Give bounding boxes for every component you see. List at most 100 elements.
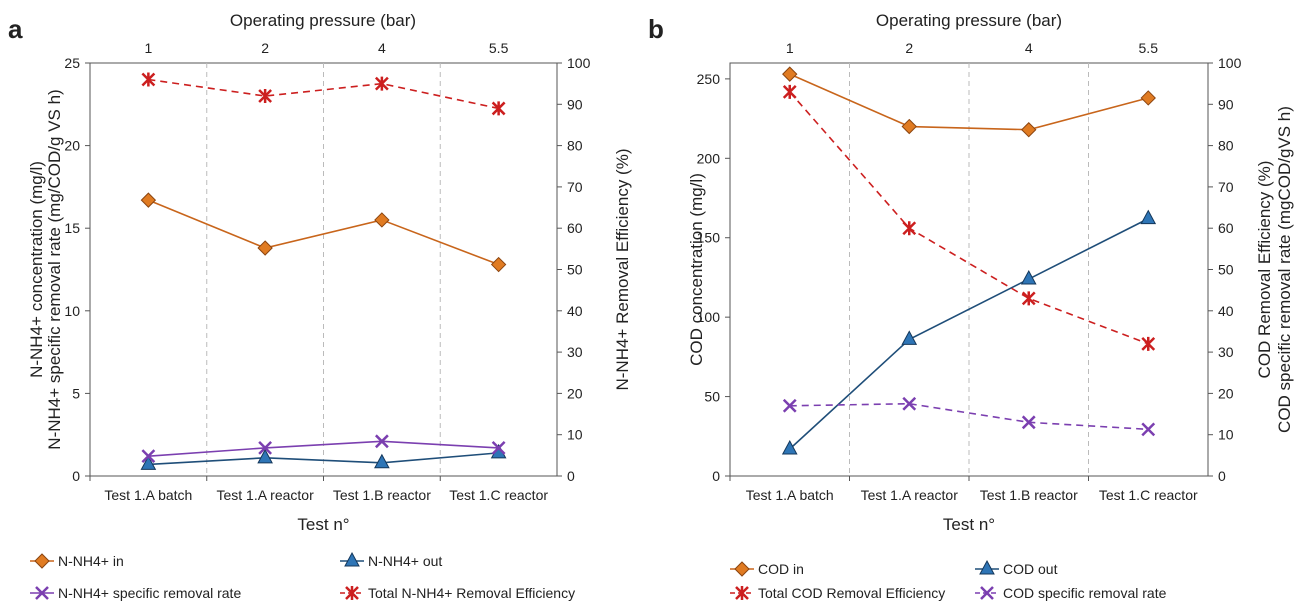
y2-tick-label: 30	[1218, 344, 1234, 360]
y2-tick-label: 20	[1218, 385, 1234, 401]
y-tick-label: 0	[712, 468, 720, 484]
data-point	[141, 72, 156, 87]
top-tick-label: 1	[144, 40, 152, 56]
data-point	[140, 455, 157, 470]
top-tick-label: 2	[261, 40, 269, 56]
data-point	[901, 118, 917, 135]
y-axis-title: COD concentration (mg/l)	[687, 173, 706, 366]
x-axis-title: Test n°	[943, 515, 995, 534]
data-point	[782, 84, 797, 99]
y-tick-label: 5	[72, 385, 80, 401]
chart-panel-a: a 0 5 10 15 20 25 0 10 20 30 40 50 60 70 80 90 100 Test 1.…	[8, 11, 632, 601]
x-tick-label: Test 1.C reactor	[1099, 487, 1198, 503]
series-line	[789, 73, 1149, 131]
legend-marker	[345, 586, 359, 600]
y2-tick-label: 100	[1218, 55, 1242, 71]
chart-panel-b: b 0 50 100 150 200 250 0 10 20 30 40 50 60 70 80 90 100 Te…	[648, 11, 1294, 601]
data-point	[1021, 122, 1037, 138]
x-tick-label: Test 1.A reactor	[216, 487, 314, 503]
y2-tick-label: 0	[1218, 468, 1226, 484]
legend-marker	[344, 551, 360, 567]
data-point	[1141, 336, 1156, 351]
legend-marker	[34, 553, 50, 569]
data-point	[491, 101, 506, 116]
y-axis-title: N-NH4+ concentration (mg/l)	[27, 161, 46, 378]
y2-tick-label: 80	[567, 138, 583, 154]
y2-tick-label: 50	[567, 262, 583, 278]
data-point	[140, 192, 157, 208]
data-point	[374, 212, 390, 228]
y2-axis-title: N-NH4+ Removal Efficiency (%)	[613, 148, 632, 390]
data-point	[258, 441, 273, 455]
top-tick-label: 5.5	[489, 40, 509, 56]
legend-label: COD in	[758, 561, 804, 577]
legend-label: N-NH4+ out	[368, 553, 442, 569]
y2-tick-label: 80	[1218, 138, 1234, 154]
legend-label: Total N-NH4+ Removal Efficiency	[368, 585, 575, 601]
y2-tick-label: 20	[567, 385, 583, 401]
data-point	[374, 76, 389, 91]
data-point	[782, 398, 797, 413]
data-point	[257, 240, 273, 256]
series-line	[148, 440, 499, 457]
legend-label: N-NH4+ in	[58, 553, 124, 569]
legend-marker	[979, 559, 995, 575]
x-tick-label: Test 1.B reactor	[333, 487, 431, 503]
top-axis-title: Operating pressure (bar)	[230, 11, 416, 30]
data-point	[491, 441, 506, 455]
data-point	[1021, 415, 1036, 430]
y-axis-title: N-NH4+ specific removal rate (mg/COD/g V…	[45, 89, 64, 449]
top-tick-label: 4	[1025, 40, 1033, 56]
y2-tick-label: 30	[567, 344, 583, 360]
data-point	[902, 396, 917, 411]
y2-tick-label: 50	[1218, 262, 1234, 278]
data-point	[902, 221, 917, 236]
y2-tick-label: 70	[567, 179, 583, 195]
legend-label: COD out	[1003, 561, 1058, 577]
series-line	[148, 452, 499, 466]
series-line	[148, 78, 499, 110]
top-tick-label: 1	[786, 40, 794, 56]
y2-tick-label: 90	[567, 96, 583, 112]
top-tick-label: 5.5	[1139, 40, 1159, 56]
data-point	[781, 439, 798, 455]
legend-marker	[980, 586, 994, 600]
panel-label: b	[648, 14, 664, 44]
y-tick-label: 25	[64, 55, 80, 71]
y-tick-label: 150	[697, 230, 721, 246]
series-line	[789, 91, 1149, 345]
data-point	[1141, 422, 1156, 437]
y2-tick-label: 10	[1218, 427, 1234, 443]
legend-label: COD specific removal rate	[1003, 585, 1167, 601]
x-tick-label: Test 1.A reactor	[861, 487, 959, 503]
y-tick-label: 50	[704, 389, 720, 405]
data-point	[1020, 269, 1037, 285]
y-tick-label: 10	[64, 303, 80, 319]
y-tick-label: 0	[72, 468, 80, 484]
y-tick-label: 15	[64, 220, 80, 236]
data-point	[257, 448, 273, 464]
x-tick-label: Test 1.A batch	[104, 487, 192, 503]
y2-tick-label: 70	[1218, 179, 1234, 195]
data-point	[141, 449, 156, 464]
y-tick-label: 20	[64, 138, 80, 154]
x-tick-label: Test 1.A batch	[746, 487, 834, 503]
y2-tick-label: 100	[567, 55, 591, 71]
y2-axis-title: COD Removal Efficiency (%)	[1255, 161, 1274, 379]
y2-tick-label: 40	[1218, 303, 1234, 319]
data-point	[1021, 291, 1036, 306]
top-tick-label: 2	[905, 40, 913, 56]
y-tick-label: 200	[697, 150, 721, 166]
data-point	[490, 256, 507, 273]
panel-label: a	[8, 14, 23, 44]
y-tick-label: 100	[697, 309, 721, 325]
top-tick-label: 4	[378, 40, 386, 56]
series-line	[789, 217, 1149, 450]
y2-tick-label: 10	[567, 427, 583, 443]
x-tick-label: Test 1.C reactor	[449, 487, 548, 503]
data-point	[1140, 90, 1156, 106]
data-point	[1140, 209, 1157, 225]
data-point	[901, 330, 918, 345]
series-line	[789, 402, 1149, 431]
